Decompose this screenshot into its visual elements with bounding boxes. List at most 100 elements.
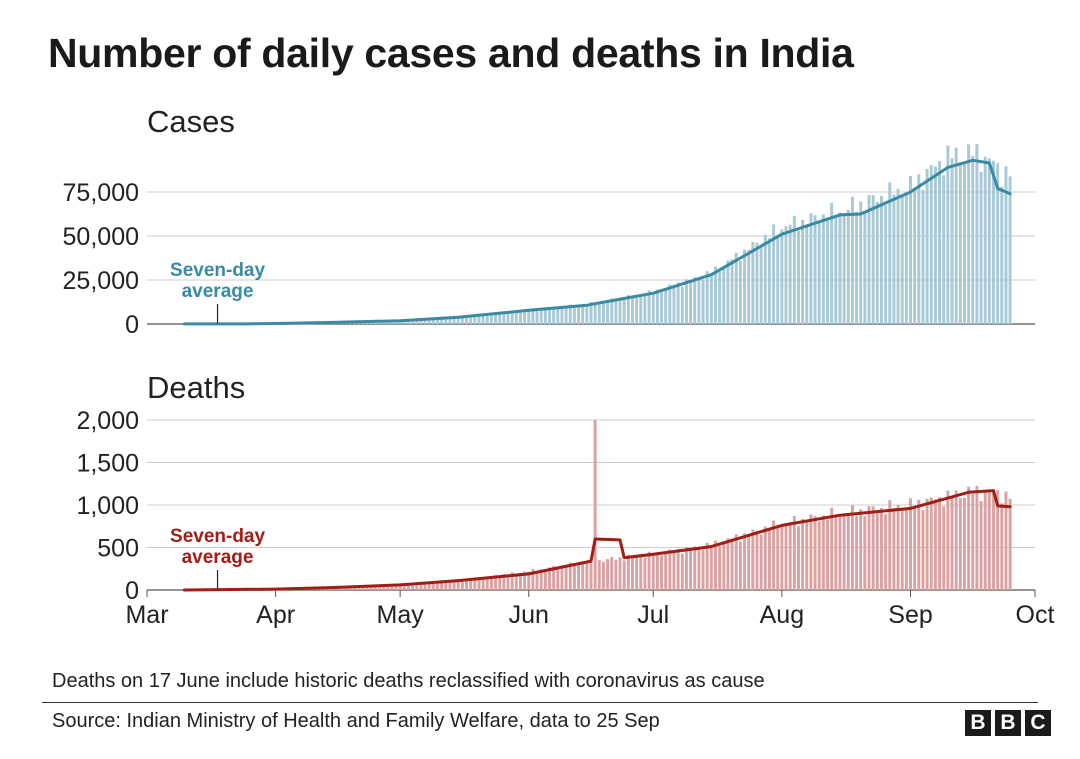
daily-bar: [427, 318, 431, 324]
daily-bar: [784, 226, 788, 324]
daily-bar: [626, 554, 630, 590]
daily-bar: [498, 313, 502, 324]
daily-bar: [1008, 498, 1012, 590]
daily-bar: [714, 540, 717, 590]
daily-bar: [552, 565, 556, 590]
daily-bar: [850, 196, 854, 324]
daily-bar: [946, 490, 950, 590]
daily-bar: [983, 156, 987, 324]
daily-bar: [788, 522, 792, 590]
daily-bar: [606, 559, 610, 590]
daily-bar: [684, 546, 688, 590]
daily-bar: [548, 567, 551, 590]
x-tick-label: Jul: [637, 601, 669, 629]
daily-bar: [564, 307, 568, 324]
daily-bar: [838, 212, 842, 324]
daily-bar: [992, 489, 995, 590]
daily-bar: [622, 299, 626, 324]
daily-bar: [672, 285, 676, 324]
daily-bar: [1004, 491, 1008, 590]
daily-bar: [373, 585, 377, 590]
daily-bar: [1000, 186, 1004, 324]
daily-bar: [738, 260, 742, 324]
daily-bar: [925, 498, 929, 590]
y-tick-label: 1,500: [76, 450, 139, 478]
daily-bar: [448, 317, 452, 324]
x-tick-label: Jun: [509, 601, 549, 629]
daily-bar: [610, 557, 614, 590]
daily-bar: [361, 586, 365, 590]
daily-bar: [647, 551, 651, 590]
daily-bar: [755, 530, 759, 590]
daily-bar: [701, 549, 705, 590]
daily-bar: [539, 308, 543, 324]
cases-panel-title: Cases: [147, 104, 235, 139]
daily-bar: [900, 195, 904, 324]
daily-bar: [456, 580, 460, 590]
daily-bar: [921, 510, 925, 590]
daily-bar: [444, 580, 448, 590]
daily-bar: [460, 316, 464, 324]
daily-bar: [759, 534, 763, 590]
x-tick-label: Sep: [888, 601, 932, 629]
daily-bar: [846, 209, 850, 324]
daily-bar: [394, 584, 398, 590]
annotation-label: average: [182, 547, 254, 568]
daily-bar: [879, 507, 883, 590]
daily-bar: [564, 566, 568, 590]
daily-bar: [962, 162, 966, 324]
daily-bar: [502, 312, 506, 324]
daily-bar: [892, 194, 896, 324]
daily-bar: [452, 580, 456, 590]
daily-bar: [792, 215, 796, 324]
y-tick-label: 500: [97, 535, 139, 563]
daily-bar: [921, 189, 925, 324]
daily-bar: [950, 496, 954, 590]
daily-bar: [909, 498, 912, 590]
daily-bar: [668, 549, 672, 590]
daily-bar: [477, 315, 481, 324]
daily-bar: [859, 201, 863, 324]
daily-bar: [523, 310, 527, 324]
daily-bar: [377, 585, 381, 590]
daily-bar: [892, 508, 896, 590]
daily-bar: [933, 166, 937, 324]
daily-bar: [614, 300, 618, 324]
daily-bar: [983, 491, 987, 590]
daily-bar: [958, 162, 962, 324]
daily-bar: [489, 313, 493, 324]
daily-bar: [618, 557, 622, 590]
daily-bar: [481, 314, 485, 324]
daily-bar: [577, 564, 581, 590]
daily-bar: [664, 288, 668, 324]
daily-bar: [660, 291, 664, 324]
daily-bar: [925, 168, 929, 324]
annotation-label: Seven-day: [170, 260, 265, 281]
daily-bar: [593, 304, 597, 324]
daily-bar: [527, 310, 531, 324]
daily-bar: [664, 552, 668, 590]
daily-bar: [527, 571, 531, 590]
daily-bar: [958, 498, 962, 590]
daily-bar: [643, 557, 647, 590]
daily-bar: [365, 585, 369, 590]
daily-bar: [709, 545, 713, 590]
x-tick-label: Mar: [125, 601, 168, 629]
daily-bar: [411, 583, 415, 590]
daily-bar: [423, 318, 427, 324]
daily-bar: [606, 300, 610, 324]
daily-bar: [406, 319, 410, 324]
daily-bar: [855, 515, 859, 590]
daily-bar: [797, 230, 800, 324]
daily-bar: [904, 192, 908, 324]
daily-bar: [556, 568, 560, 590]
daily-bar: [485, 576, 489, 590]
daily-bar: [805, 224, 809, 324]
daily-bar: [485, 314, 489, 324]
daily-bar: [531, 308, 535, 324]
daily-bar: [772, 224, 776, 324]
daily-bar: [809, 514, 813, 590]
daily-bar: [859, 509, 863, 590]
daily-bar: [971, 155, 975, 324]
daily-bar: [813, 215, 817, 324]
